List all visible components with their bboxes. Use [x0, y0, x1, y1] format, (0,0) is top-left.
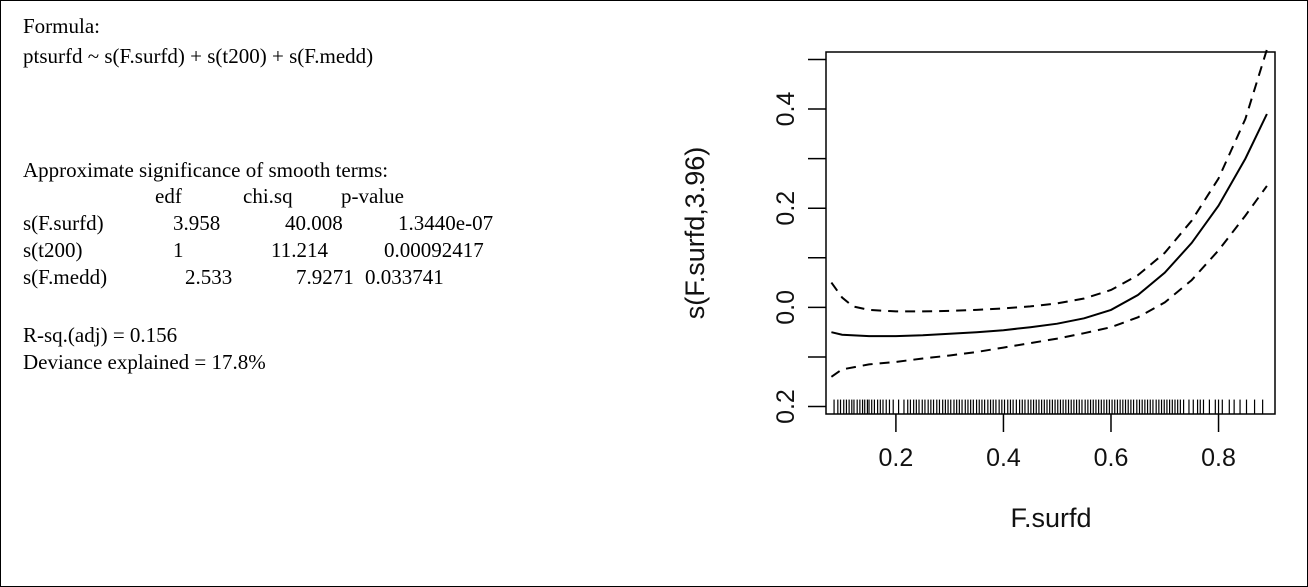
- formula-text: ptsurfd ~ s(F.surfd) + s(t200) + s(F.med…: [23, 44, 374, 68]
- y-axis: 0.2 0.0 0.2 0.4: [772, 58, 826, 424]
- x-tick-label: 0.8: [1201, 444, 1236, 472]
- row-pvalue: 1.3440e-07: [398, 211, 494, 235]
- deviance-text: Deviance explained = 17.8%: [23, 350, 266, 374]
- x-axis: 0.2 0.4 0.6 0.8: [879, 414, 1236, 472]
- formula-label: Formula:: [23, 14, 100, 38]
- row-term: s(F.medd): [23, 265, 108, 289]
- x-tick-label: 0.2: [879, 444, 914, 472]
- x-tick-label: 0.4: [986, 444, 1021, 472]
- row-chisq: 40.008: [285, 211, 343, 235]
- rug: [833, 399, 1264, 414]
- lower-ci-line: [830, 185, 1268, 378]
- upper-ci-line: [830, 49, 1268, 313]
- row-edf: 1: [173, 238, 184, 262]
- rsq-text: R-sq.(adj) = 0.156: [23, 323, 178, 347]
- x-tick-label: 0.6: [1094, 444, 1129, 472]
- row-edf: 2.533: [185, 265, 233, 289]
- col-header-pvalue: p-value: [341, 184, 404, 208]
- y-tick-label: 0.0: [772, 290, 800, 325]
- fit-line: [831, 113, 1268, 338]
- curves: [830, 49, 1268, 378]
- y-tick-label: 0.2: [772, 389, 800, 424]
- col-header-edf: edf: [155, 184, 182, 208]
- y-tick-label: 0.4: [772, 92, 800, 127]
- row-edf: 3.958: [173, 211, 221, 235]
- row-chisq: 7.9271: [296, 265, 354, 289]
- y-axis-label: s(F.surfd,3.96): [680, 147, 710, 320]
- row-pvalue: 0.00092417: [384, 238, 484, 262]
- row-chisq: 11.214: [271, 238, 328, 262]
- col-header-chisq: chi.sq: [243, 184, 293, 208]
- row-term: s(t200): [23, 238, 83, 262]
- smooth-plot: 0.2 0.4 0.6 0.8 0.2 0.0 0.2 0.4 F.surfd s(F.su…: [680, 49, 1276, 533]
- x-axis-label: F.surfd: [1010, 503, 1091, 533]
- row-pvalue: 0.033741: [365, 265, 444, 289]
- y-tick-label: 0.2: [772, 191, 800, 226]
- plot-box: [825, 51, 1276, 415]
- significance-title: Approximate significance of smooth terms…: [23, 158, 389, 182]
- row-term: s(F.surfd): [23, 211, 104, 235]
